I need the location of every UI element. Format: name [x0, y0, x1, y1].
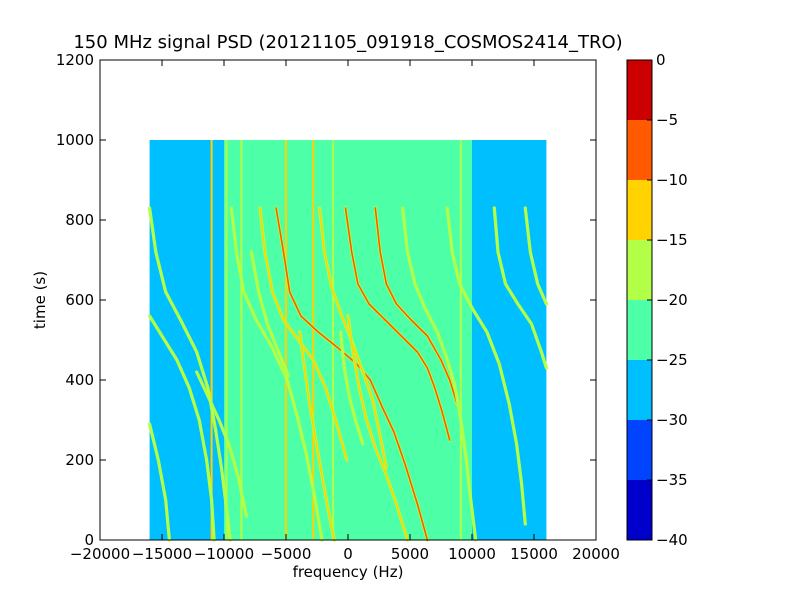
colorbar-tick-label: −20	[656, 291, 688, 309]
colorbar-level-3	[627, 300, 652, 360]
doppler-trace-core-2	[374, 207, 458, 405]
colorbar-tick-label: 0	[656, 51, 666, 69]
x-tick-label: 10000	[448, 545, 496, 563]
doppler-trace-core-13	[298, 331, 336, 541]
doppler-trace-core-6	[401, 207, 477, 541]
y-tick-label: 1000	[56, 131, 94, 149]
x-tick-label: −15000	[132, 545, 192, 563]
x-tick-label: 15000	[510, 545, 558, 563]
y-tick-label: 200	[65, 451, 94, 469]
x-tick-label: 20000	[572, 545, 620, 563]
colorbar: 0 −5 −10 −15 −20 −25 −30 −35 −40	[626, 51, 688, 549]
colorbar-tick-label: −25	[656, 351, 688, 369]
doppler-trace-core-14	[347, 315, 409, 541]
x-tick-label: 0	[343, 545, 353, 563]
colorbar-level-7	[627, 60, 652, 120]
chart-title: 150 MHz signal PSD (20121105_091918_COSM…	[73, 32, 622, 53]
colorbar-tick-label: −5	[656, 111, 678, 129]
colorbar-levels	[627, 60, 652, 540]
colorbar-tick-label: −10	[656, 171, 688, 189]
doppler-trace-core-12	[524, 207, 548, 305]
x-tick-label: 5000	[391, 545, 429, 563]
colorbar-ticks: 0 −5 −10 −15 −20 −25 −30 −35 −40	[647, 51, 688, 549]
doppler-trace-core-10	[446, 207, 527, 525]
x-tick-label: −10000	[194, 545, 254, 563]
y-tick-label: 1200	[56, 51, 94, 69]
y-axis-ticks: 0 200 400 600 800 1000 1200	[56, 51, 596, 549]
plot-area: −20000 −15000 −10000 −5000 0 5000 10000 15000 20…	[56, 51, 620, 563]
doppler-trace-core-4	[259, 207, 348, 461]
colorbar-level-6	[627, 120, 652, 180]
x-tick-label: −20000	[70, 545, 130, 563]
colorbar-level-2	[627, 360, 652, 420]
doppler-trace-core-5	[230, 207, 323, 541]
y-tick-label: 0	[84, 531, 94, 549]
y-tick-label: 400	[65, 371, 94, 389]
x-axis-ticks: −20000 −15000 −10000 −5000 0 5000 10000 15000 20…	[70, 60, 620, 563]
colorbar-tick-label: −15	[656, 231, 688, 249]
heatmap	[148, 140, 549, 542]
y-tick-label: 800	[65, 211, 94, 229]
x-tick-label: −5000	[261, 545, 312, 563]
colorbar-level-1	[627, 420, 652, 480]
doppler-trace-core-1	[344, 207, 451, 441]
heatmap-band-2	[472, 140, 547, 540]
doppler-trace-core-17	[195, 371, 248, 517]
doppler-trace-core-7	[148, 207, 231, 541]
heatmap-band-1	[224, 140, 472, 540]
doppler-trace-core-11	[493, 207, 548, 369]
colorbar-level-0	[627, 480, 652, 540]
colorbar-tick-label: −40	[656, 531, 688, 549]
colorbar-tick-label: −35	[656, 471, 688, 489]
doppler-trace-core-15	[339, 331, 364, 445]
y-axis-label: time (s)	[31, 271, 49, 329]
colorbar-tick-label: −30	[656, 411, 688, 429]
doppler-trace-core-9	[148, 423, 171, 541]
y-tick-label: 600	[65, 291, 94, 309]
doppler-trace-core-8	[148, 315, 215, 541]
doppler-trace-core-0	[275, 207, 429, 541]
x-axis-label: frequency (Hz)	[293, 563, 404, 581]
doppler-trace-core-16	[250, 251, 290, 377]
colorbar-level-5	[627, 180, 652, 240]
colorbar-level-4	[627, 240, 652, 300]
